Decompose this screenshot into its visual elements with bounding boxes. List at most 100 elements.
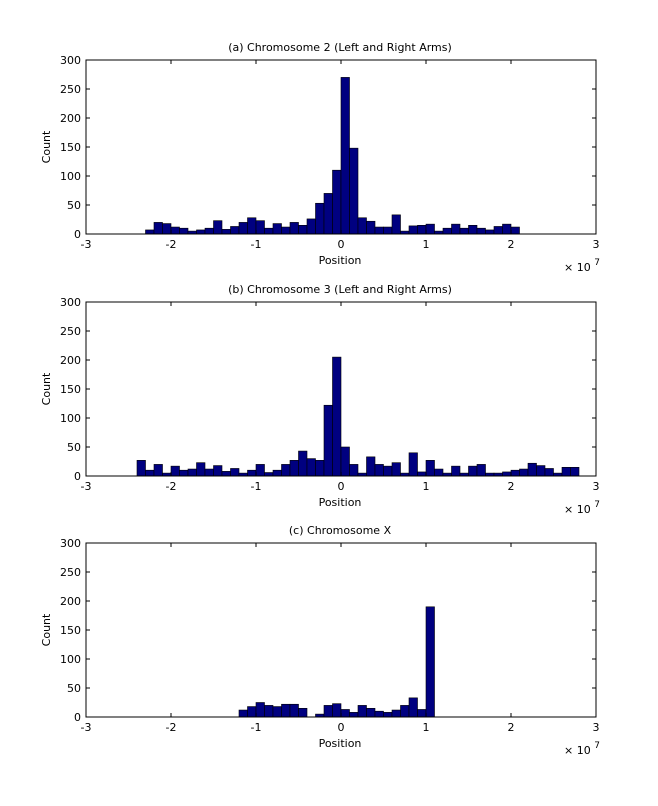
panel-b-bar [170,465,180,477]
panel-a-bar [289,222,299,235]
panel-b-xtick-label: 1 [423,480,430,493]
panel-b-bar [536,465,546,477]
panel-b-bar [434,468,444,477]
panel-c-ytick-label: 150 [60,624,81,637]
panel-b-bar [349,464,359,477]
panel-a-bar [230,226,240,235]
panel-c-xtick-label: 3 [593,721,600,734]
panel-a-bar [383,226,393,235]
panel-c-bar [298,707,308,718]
panel-b-ytick-label: 100 [60,412,81,425]
panel-a-bar [451,223,461,235]
panel-c-xtick-label: -3 [81,721,92,734]
panel-c-bar [332,703,342,718]
panel-b-bar [247,469,257,477]
panel-a-bar [179,227,189,235]
panel-a-xtick-label: -2 [166,238,177,251]
panel-b-bar [561,466,571,477]
panel-b-bar [417,471,427,477]
panel-b-title: (b) Chromosome 3 (Left and Right Arms) [228,283,452,296]
panel-c-bar [247,706,257,718]
panel-b-ylabel: Count [40,372,53,405]
panel-b-bar [179,469,189,477]
panel-c-bar [391,709,401,718]
panel-b-xtick-label: -3 [81,480,92,493]
panel-a-bar [204,227,214,235]
panel-a-bar [238,222,248,235]
panel-b-bar [468,465,478,477]
panel-a-title: (a) Chromosome 2 (Left and Right Arms) [228,41,452,54]
panel-c-bars [238,606,435,718]
panel-a-bar [145,229,155,235]
panel-b-scale-exponent: 7 [594,500,600,510]
panel-b-bar [502,471,512,477]
panel-c-bar [255,702,265,718]
panel-a-bar [315,202,325,235]
panel-c: (c) Chromosome X 0 50 100 150 200 250 300 -3 -2… [40,524,600,757]
panel-c-axes [85,542,597,718]
panel-a-bar [425,223,435,235]
panel-c-title: (c) Chromosome X [289,524,392,537]
panel-a: (a) Chromosome 2 (Left and Right Arms) 0… [40,41,600,274]
panel-a-bar [323,193,333,235]
panel-a-scale-label: × 10 [564,261,591,274]
panel-a-bar [417,225,427,235]
panel-a-bar [408,225,418,235]
panel-c-bar [323,705,333,718]
panel-a-bar [476,227,486,235]
panel-c-bar [281,703,291,718]
panel-b-xtick-label: -2 [166,480,177,493]
panel-a-bar [332,169,342,235]
panel-c-xtick-label: -1 [251,721,262,734]
panel-a-bar [468,225,478,235]
panel-c-ytick-label: 50 [67,682,81,695]
panel-c-bar [357,705,367,718]
panel-c-bar [417,709,427,718]
panel-a-bar [374,226,384,235]
panel-b-bar [187,468,197,477]
panel-a-bar [213,220,223,235]
panel-b-bar [383,465,393,477]
panel-b-xtick-label: 3 [593,480,600,493]
panel-a-ytick-label: 50 [67,199,81,212]
panel-a-xtick-label: 0 [338,238,345,251]
panel-a-scale-exponent: 7 [594,258,600,268]
panel-c-scale: × 10 7 [564,741,600,757]
panel-b-scale: × 10 7 [564,500,600,516]
panel-a-ytick-label: 150 [60,141,81,154]
panel-b-bar [213,465,223,477]
panel-c-xtick-label: 0 [338,721,345,734]
panel-a-ytick-label: 0 [74,228,81,241]
panel-c-bar [340,709,350,718]
panel-a-yticks: 0 50 100 150 200 250 300 [60,54,596,241]
panel-b-scale-label: × 10 [564,503,591,516]
panel-c-bar [349,712,359,718]
panel-c-yticks: 0 50 100 150 200 250 300 [60,537,596,724]
panel-c-bar [400,705,410,718]
panel-b-ytick-label: 200 [60,354,81,367]
panel-a-scale: × 10 7 [564,258,600,274]
panel-a-xtick-label: -3 [81,238,92,251]
panel-c-xlabel: Position [319,737,362,750]
panel-a-bar [340,77,350,235]
panel-a-bar [272,223,282,235]
panel-a-bar [247,217,257,235]
panel-c-bar [383,712,393,718]
panel-a-bar [510,226,520,235]
panel-b-bar [221,471,231,477]
panel-b: (b) Chromosome 3 (Left and Right Arms) 0… [40,283,600,516]
panel-b-bar [408,452,418,477]
panel-b-ytick-label: 150 [60,383,81,396]
panel-a-bar [366,220,376,235]
panel-c-ytick-label: 300 [60,537,81,550]
panel-b-bar [527,462,537,477]
panel-a-bar [162,223,172,235]
panel-c-bar [272,706,282,718]
panel-a-xlabel: Position [319,254,362,267]
panel-b-xtick-label: 2 [508,480,515,493]
panel-b-bar [289,460,299,477]
panel-b-bar [451,465,461,477]
panel-c-bar [366,707,376,718]
panel-b-ytick-label: 300 [60,296,81,309]
